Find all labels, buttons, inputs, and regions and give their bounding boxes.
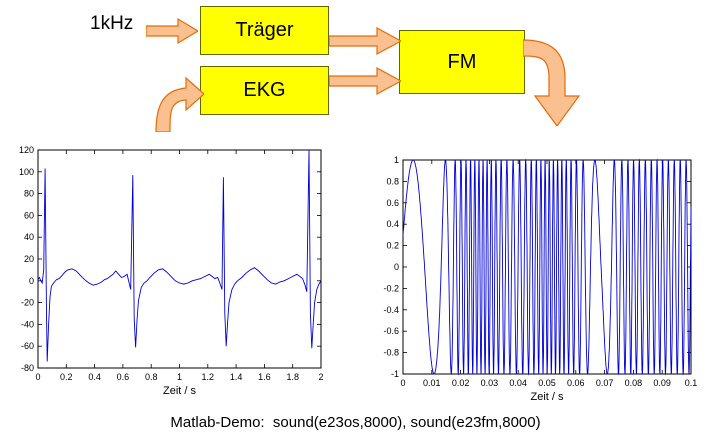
svg-text:-0.6: -0.6 xyxy=(383,326,399,336)
svg-text:20: 20 xyxy=(24,254,34,264)
svg-text:-20: -20 xyxy=(21,298,34,308)
fm-plot: 0 0.01 0.02 0.03 0.04 0.05 0.06 0.07 0.08 0.09 0.1… xyxy=(383,155,697,403)
svg-text:0.05: 0.05 xyxy=(538,378,556,388)
svg-text:-0.2: -0.2 xyxy=(383,283,399,293)
block-fm: FM xyxy=(399,30,525,94)
svg-text:Zeit / s: Zeit / s xyxy=(530,391,564,403)
arrow-1khz-to-traeger-icon xyxy=(146,17,198,45)
svg-text:-60: -60 xyxy=(21,341,34,351)
svg-text:Zeit / s: Zeit / s xyxy=(163,385,197,397)
svg-text:0.01: 0.01 xyxy=(423,378,441,388)
svg-text:40: 40 xyxy=(24,232,34,242)
svg-text:1.8: 1.8 xyxy=(286,372,299,382)
svg-text:0.1: 0.1 xyxy=(685,378,697,388)
svg-text:80: 80 xyxy=(24,189,34,199)
arrow-fm-output-icon xyxy=(523,39,581,126)
arrow-into-ekg-icon xyxy=(155,76,204,132)
matlab-demo-caption: Matlab-Demo: sound(e23os,8000), sound(e2… xyxy=(170,414,541,431)
svg-text:1.2: 1.2 xyxy=(202,372,215,382)
svg-text:0.09: 0.09 xyxy=(653,378,671,388)
svg-text:1: 1 xyxy=(177,372,182,382)
svg-text:0: 0 xyxy=(35,372,40,382)
svg-text:0.03: 0.03 xyxy=(481,378,499,388)
block-ekg: EKG xyxy=(200,66,329,115)
svg-text:-1: -1 xyxy=(391,369,399,379)
svg-text:0.2: 0.2 xyxy=(386,241,399,251)
svg-text:0.02: 0.02 xyxy=(452,378,470,388)
svg-text:1.4: 1.4 xyxy=(230,372,243,382)
svg-text:1: 1 xyxy=(394,155,399,165)
svg-text:0.04: 0.04 xyxy=(509,378,527,388)
svg-text:0.8: 0.8 xyxy=(145,372,158,382)
svg-text:0.08: 0.08 xyxy=(625,378,643,388)
svg-text:0: 0 xyxy=(400,378,405,388)
svg-text:0.4: 0.4 xyxy=(88,372,101,382)
svg-text:120: 120 xyxy=(19,145,34,155)
svg-text:0.07: 0.07 xyxy=(596,378,614,388)
svg-text:0: 0 xyxy=(29,276,34,286)
svg-text:0.8: 0.8 xyxy=(386,176,399,186)
svg-text:-80: -80 xyxy=(21,363,34,373)
block-traeger: Träger xyxy=(200,6,329,55)
carrier-freq-label: 1kHz xyxy=(90,13,134,34)
svg-text:-40: -40 xyxy=(21,319,34,329)
svg-text:0.6: 0.6 xyxy=(386,198,399,208)
svg-text:0.4: 0.4 xyxy=(386,219,399,229)
svg-text:0.2: 0.2 xyxy=(60,372,73,382)
svg-text:-0.4: -0.4 xyxy=(383,305,399,315)
svg-text:0.06: 0.06 xyxy=(567,378,585,388)
ekg-plot: 0 0.2 0.4 0.6 0.8 1 1.2 1.4 1.6 1.8 2 -80 -60 -40 -20 0… xyxy=(19,145,324,397)
svg-text:2: 2 xyxy=(318,372,323,382)
svg-text:0: 0 xyxy=(394,262,399,272)
svg-text:1.6: 1.6 xyxy=(258,372,271,382)
svg-text:-0.8: -0.8 xyxy=(383,348,399,358)
svg-text:0.6: 0.6 xyxy=(117,372,130,382)
arrow-ekg-to-fm-icon xyxy=(329,66,401,96)
svg-text:100: 100 xyxy=(19,167,34,177)
arrow-traeger-to-fm-icon xyxy=(329,26,401,56)
svg-text:60: 60 xyxy=(24,210,34,220)
